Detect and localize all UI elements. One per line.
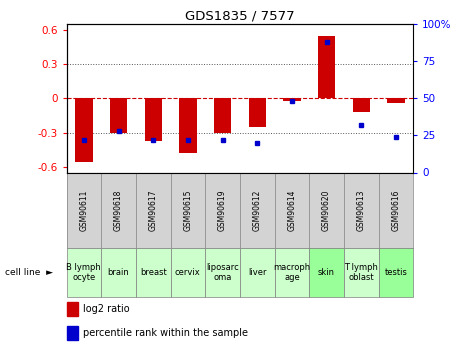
Bar	[214, 98, 231, 132]
Text: brain: brain	[108, 268, 129, 277]
Text: log2 ratio: log2 ratio	[83, 304, 130, 314]
Bar	[101, 248, 136, 297]
Bar	[379, 248, 413, 297]
Text: skin: skin	[318, 268, 335, 277]
Title: GDS1835 / 7577: GDS1835 / 7577	[185, 10, 294, 23]
Text: GSM90615: GSM90615	[183, 190, 192, 231]
Text: GSM90614: GSM90614	[287, 190, 296, 231]
Text: testis: testis	[384, 268, 408, 277]
Text: GSM90618: GSM90618	[114, 190, 123, 231]
Text: GSM90616: GSM90616	[391, 190, 400, 231]
Bar	[110, 98, 127, 132]
Bar	[352, 98, 370, 112]
Bar	[318, 36, 335, 98]
Bar	[75, 98, 93, 162]
Bar	[179, 98, 197, 153]
Text: GSM90613: GSM90613	[357, 190, 366, 231]
Bar	[66, 326, 78, 340]
Bar	[248, 98, 266, 127]
Text: breast: breast	[140, 268, 167, 277]
Text: percentile rank within the sample: percentile rank within the sample	[83, 328, 248, 338]
Text: GSM90612: GSM90612	[253, 190, 262, 231]
Bar	[136, 248, 171, 297]
Text: GSM90617: GSM90617	[149, 190, 158, 231]
Bar	[387, 98, 405, 103]
Text: liposarc
oma: liposarc oma	[206, 263, 239, 282]
Bar	[171, 248, 205, 297]
Bar	[275, 248, 309, 297]
Bar	[283, 98, 301, 101]
Bar	[309, 248, 344, 297]
Text: cell line  ►: cell line ►	[5, 268, 53, 277]
Text: B lymph
ocyte: B lymph ocyte	[66, 263, 101, 282]
Text: cervix: cervix	[175, 268, 201, 277]
Bar	[144, 98, 162, 140]
Text: T lymph
oblast: T lymph oblast	[344, 263, 378, 282]
Bar	[66, 302, 78, 316]
Text: macroph
age: macroph age	[273, 263, 311, 282]
Text: GSM90611: GSM90611	[79, 190, 88, 231]
Bar	[205, 248, 240, 297]
Text: GSM90619: GSM90619	[218, 190, 227, 231]
Bar	[66, 248, 101, 297]
Text: GSM90620: GSM90620	[322, 190, 331, 231]
Bar	[240, 248, 275, 297]
Bar	[344, 248, 379, 297]
Text: liver: liver	[248, 268, 266, 277]
